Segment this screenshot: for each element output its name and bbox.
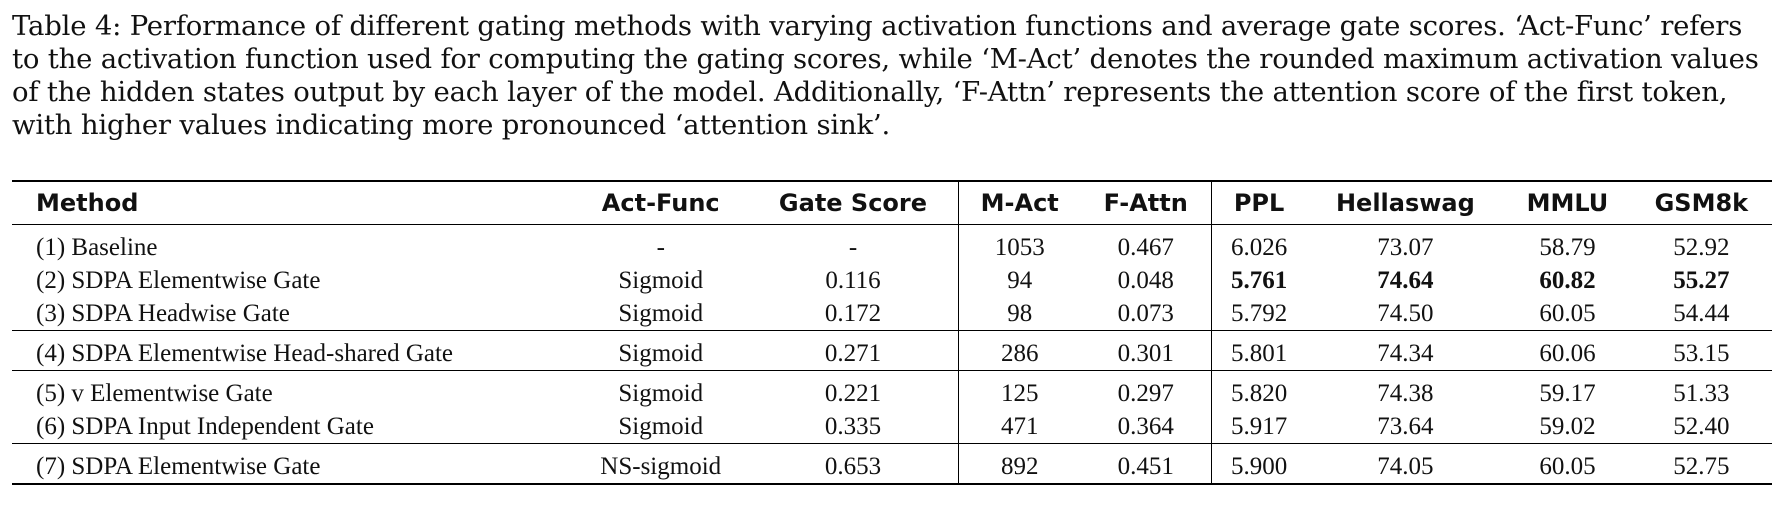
caption-text: Performance of different gating methods … bbox=[12, 10, 1759, 141]
cell-mmlu: 59.17 bbox=[1539, 380, 1596, 407]
header-gate-score: Gate Score bbox=[748, 180, 959, 225]
header-gsm8k: GSM8k bbox=[1630, 180, 1772, 225]
cell-act-func: Sigmoid bbox=[618, 267, 704, 294]
header-m-act: M-Act bbox=[957, 180, 1081, 225]
cell-mmlu: 60.05 bbox=[1504, 443, 1631, 485]
header-hellaswag: Hellaswag bbox=[1306, 180, 1505, 225]
cell-m-act: 471 bbox=[957, 410, 1081, 444]
table-row: (5) v Elementwise Gate Sigmoid 0.221 125… bbox=[12, 370, 1772, 410]
cell-mmlu: 60.05 bbox=[1504, 297, 1631, 331]
cell-method: (2) SDPA Elementwise Gate bbox=[36, 267, 321, 294]
cell-ppl: 5.820 bbox=[1210, 370, 1307, 410]
cell-method: (7) SDPA Elementwise Gate bbox=[12, 443, 574, 485]
cell-ppl: 5.801 bbox=[1210, 330, 1307, 371]
cell-gsm8k: 52.40 bbox=[1630, 410, 1772, 444]
cell-m-act: 98 bbox=[957, 297, 1081, 331]
cell-act-func: NS-sigmoid bbox=[573, 443, 749, 485]
cell-act-func: Sigmoid bbox=[618, 380, 704, 407]
header-method: Method bbox=[12, 180, 574, 225]
header-f-attn: F-Attn bbox=[1080, 180, 1212, 225]
cell-f-attn: 0.048 bbox=[1117, 267, 1174, 294]
cell-ppl: 5.792 bbox=[1210, 297, 1307, 331]
cell-gate-score: 0.221 bbox=[824, 380, 882, 407]
cell-hellaswag: 74.50 bbox=[1306, 297, 1505, 331]
cell-f-attn: 0.297 bbox=[1117, 380, 1174, 407]
cell-f-attn: 0.073 bbox=[1080, 297, 1212, 331]
header-mmlu: MMLU bbox=[1504, 180, 1631, 225]
cell-hellaswag: 74.05 bbox=[1306, 443, 1505, 485]
table-row: (7) SDPA Elementwise Gate NS-sigmoid 0.6… bbox=[12, 443, 1772, 485]
cell-method: (5) v Elementwise Gate bbox=[36, 380, 273, 407]
cell-gate-score: 0.335 bbox=[748, 410, 959, 444]
cell-gate-score: - bbox=[848, 234, 858, 261]
cell-f-attn: 0.451 bbox=[1080, 443, 1212, 485]
table-row: (2) SDPA Elementwise Gate Sigmoid 0.116 … bbox=[12, 264, 1772, 297]
cell-m-act: 892 bbox=[957, 443, 1081, 485]
cell-act-func: Sigmoid bbox=[573, 410, 749, 444]
cell-gsm8k: 53.15 bbox=[1630, 330, 1772, 371]
cell-ppl: 5.900 bbox=[1210, 443, 1307, 485]
cell-mmlu: 58.79 bbox=[1539, 234, 1596, 261]
header-row: Method Act-Func Gate Score M-Act F-Attn … bbox=[12, 180, 1772, 225]
cell-mmlu: 60.06 bbox=[1504, 330, 1631, 371]
cell-f-attn: 0.467 bbox=[1117, 234, 1174, 261]
cell-method: (6) SDPA Input Independent Gate bbox=[12, 410, 574, 444]
table-caption: Table 4: Performance of different gating… bbox=[12, 10, 1774, 142]
cell-mmlu: 59.02 bbox=[1504, 410, 1631, 444]
cell-gsm8k: 54.44 bbox=[1630, 297, 1772, 331]
cell-method: (3) SDPA Headwise Gate bbox=[12, 297, 574, 331]
cell-act-func: - bbox=[656, 234, 665, 261]
cell-gate-score: 0.116 bbox=[825, 267, 881, 294]
cell-hellaswag: 73.07 bbox=[1377, 234, 1434, 261]
cell-mmlu-best: 60.82 bbox=[1539, 267, 1596, 294]
header-act-func: Act-Func bbox=[573, 180, 749, 225]
cell-f-attn: 0.364 bbox=[1080, 410, 1212, 444]
cell-gsm8k: 52.92 bbox=[1673, 234, 1730, 261]
cell-gsm8k-best: 55.27 bbox=[1673, 267, 1730, 294]
cell-hellaswag: 73.64 bbox=[1306, 410, 1505, 444]
header-ppl: PPL bbox=[1210, 180, 1307, 225]
cell-hellaswag-best: 74.64 bbox=[1377, 267, 1434, 294]
cell-hellaswag: 74.34 bbox=[1306, 330, 1505, 371]
cell-method: (4) SDPA Elementwise Head-shared Gate bbox=[12, 330, 574, 371]
cell-gsm8k: 52.75 bbox=[1630, 443, 1772, 485]
table-row: (4) SDPA Elementwise Head-shared Gate Si… bbox=[12, 330, 1772, 371]
cell-m-act: 94 bbox=[957, 264, 1081, 297]
cell-act-func: Sigmoid bbox=[573, 330, 749, 371]
table-row: (3) SDPA Headwise Gate Sigmoid 0.172 98 … bbox=[12, 297, 1772, 331]
results-table: Method Act-Func Gate Score M-Act F-Attn … bbox=[12, 180, 1772, 485]
cell-hellaswag: 74.38 bbox=[1377, 380, 1434, 407]
cell-ppl-best: 5.761 bbox=[1210, 264, 1307, 297]
table-row: (1) Baseline - - 1053 0.467 6.026 73.07 … bbox=[12, 224, 1772, 264]
cell-f-attn: 0.301 bbox=[1080, 330, 1212, 371]
cell-method: (1) Baseline bbox=[36, 234, 158, 261]
cell-gate-score: 0.653 bbox=[748, 443, 959, 485]
table-row: (6) SDPA Input Independent Gate Sigmoid … bbox=[12, 410, 1772, 444]
cell-m-act: 1053 bbox=[957, 224, 1081, 264]
cell-m-act: 286 bbox=[957, 330, 1081, 371]
cell-act-func: Sigmoid bbox=[573, 297, 749, 331]
cell-ppl: 6.026 bbox=[1210, 224, 1307, 264]
cell-gate-score: 0.172 bbox=[748, 297, 959, 331]
cell-ppl: 5.917 bbox=[1210, 410, 1307, 444]
caption-label: Table 4: bbox=[12, 10, 122, 42]
cell-gate-score: 0.271 bbox=[748, 330, 959, 371]
cell-gsm8k: 51.33 bbox=[1673, 380, 1730, 407]
cell-m-act: 125 bbox=[957, 370, 1081, 410]
